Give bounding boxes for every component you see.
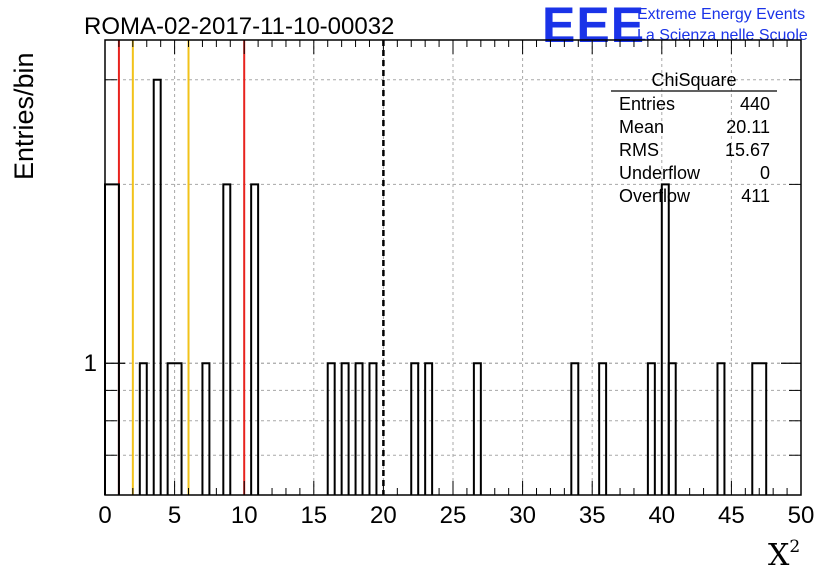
axis-ticks: 0 5 10 15 20 25 30 35 40 45 50 1 (84, 40, 815, 529)
y-tick-label: 1 (84, 350, 97, 377)
histogram-bin (222, 183, 232, 495)
x-tick-label: 40 (648, 502, 675, 529)
x-axis-title-superscript: 2 (789, 537, 800, 557)
x-tick-label: 50 (788, 502, 815, 529)
histogram-bin (354, 362, 364, 495)
x-axis-title-base: X (768, 538, 790, 572)
x-tick-label: 10 (231, 502, 258, 529)
chart-title: ROMA-02-2017-11-10-00032 (84, 13, 394, 40)
histogram-bin (424, 362, 434, 495)
histogram-bin (410, 362, 420, 495)
histogram-bars (104, 78, 768, 495)
stats-label: RMS (619, 140, 659, 160)
stats-box: ChiSquare Entries 440 Mean 20.11 RMS 15.67 Und… (611, 70, 777, 206)
histogram-bin (152, 78, 162, 495)
stats-title: ChiSquare (651, 70, 736, 90)
histogram-bin (368, 362, 378, 495)
stats-label: Mean (619, 117, 664, 137)
histogram-bin (598, 362, 608, 495)
logo-letters: EEE (542, 0, 645, 53)
stats-label: Entries (619, 94, 675, 114)
x-tick-label: 5 (168, 502, 181, 529)
x-tick-label: 0 (98, 502, 111, 529)
stats-rows: Entries 440 Mean 20.11 RMS 15.67 Underflow 0 Ove… (619, 94, 770, 206)
stats-value: 411 (741, 186, 770, 206)
histogram-bin (667, 362, 677, 495)
x-tick-label: 30 (509, 502, 536, 529)
histogram-bin (570, 362, 580, 495)
histogram-bin (326, 362, 336, 495)
histogram-bin (472, 362, 482, 495)
stats-value: 0 (760, 163, 770, 183)
histogram-bin (250, 183, 260, 495)
stats-value: 20.11 (726, 117, 770, 137)
stats-value: 440 (740, 94, 770, 114)
logo-line-1: Extreme Energy Events (637, 6, 805, 23)
y-axis-title: Entries/bin (9, 52, 39, 180)
x-axis-title: X2 (768, 537, 800, 572)
plot-frame (104, 39, 802, 496)
stats-label: Underflow (619, 163, 701, 183)
stats-label: Overflow (619, 186, 691, 206)
histogram-bin (716, 362, 726, 495)
histogram-bin (138, 362, 148, 495)
x-tick-label: 15 (300, 502, 327, 529)
histogram-bin (340, 362, 350, 495)
x-tick-label: 20 (370, 502, 397, 529)
x-tick-label: 25 (440, 502, 467, 529)
histogram-bin (660, 183, 670, 495)
histogram-bin (646, 362, 656, 495)
x-tick-label: 35 (579, 502, 606, 529)
histogram-bin (201, 362, 211, 495)
histogram-bin (166, 362, 183, 495)
logo-line-2: La Scienza nelle Scuole (637, 27, 808, 44)
histogram-bin (751, 362, 768, 495)
stats-value: 15.67 (725, 140, 770, 160)
x-tick-label: 45 (718, 502, 745, 529)
